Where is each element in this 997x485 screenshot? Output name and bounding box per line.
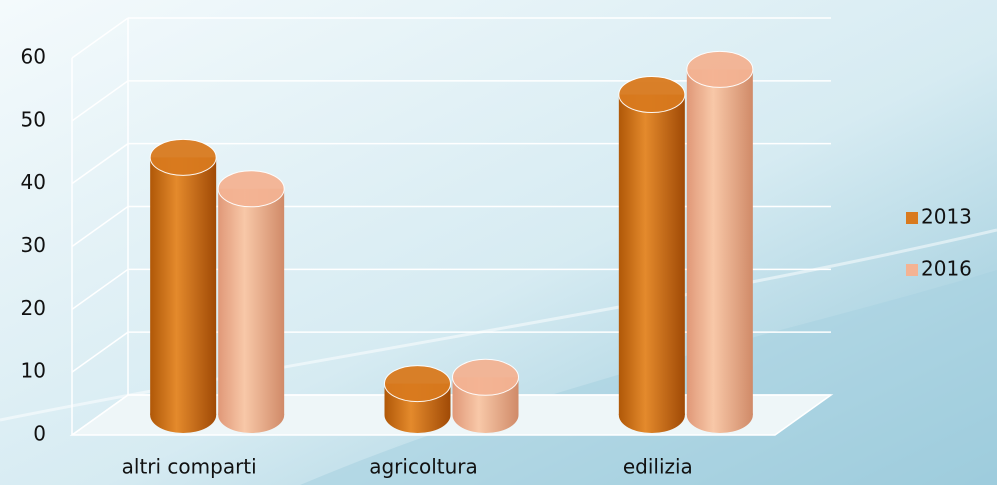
legend-swatch [906, 212, 918, 224]
grid-side [71, 80, 129, 122]
bar-body [618, 94, 685, 416]
bar [217, 170, 285, 433]
bar-top [618, 76, 686, 114]
x-tick-label: agricoltura [369, 455, 478, 479]
bar [686, 50, 754, 433]
grid-side [71, 205, 129, 248]
y-tick-label: 20 [21, 296, 46, 320]
bar [452, 358, 519, 433]
bar-base [452, 397, 519, 433]
y-tick-label: 0 [33, 422, 46, 446]
bar-body [686, 69, 753, 416]
x-tick-label: altri comparti [122, 455, 257, 479]
y-tick-label: 30 [21, 233, 46, 257]
legend-label: 2013 [921, 205, 972, 229]
bar-top [384, 365, 451, 403]
grid-side [71, 17, 129, 59]
y-tick-label: 60 [21, 45, 46, 69]
bar-base [150, 397, 217, 433]
y-tick-label: 10 [21, 359, 46, 383]
bar-top [217, 170, 285, 208]
y-tick-label: 40 [21, 170, 46, 194]
bar-top [149, 138, 217, 176]
x-tick-label: edilizia [623, 455, 693, 479]
bar-top [686, 50, 754, 88]
swoosh-line [0, 228, 997, 422]
bar-body [218, 188, 285, 415]
grid-side [71, 143, 129, 185]
grid-side [71, 394, 129, 436]
y-tick-label: 50 [21, 107, 46, 131]
bar-base [218, 397, 285, 433]
bar [149, 138, 217, 433]
legend-swatch [906, 264, 918, 276]
bar-top [452, 358, 519, 396]
bar [384, 365, 451, 433]
legend-label: 2016 [921, 257, 972, 281]
bar-base [686, 397, 753, 433]
bar-base [384, 397, 451, 433]
grid-side [71, 331, 129, 373]
bar-body [150, 157, 217, 415]
bar [618, 76, 686, 433]
bar-base [618, 397, 685, 433]
grid-side [71, 268, 129, 310]
